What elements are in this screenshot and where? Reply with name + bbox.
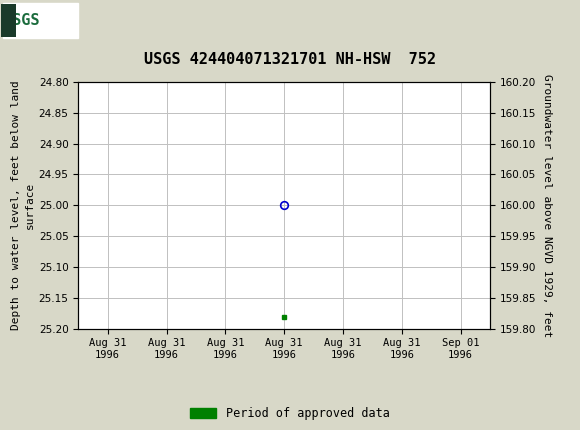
Y-axis label: Groundwater level above NGVD 1929, feet: Groundwater level above NGVD 1929, feet <box>542 74 552 337</box>
Text: USGS: USGS <box>3 13 39 28</box>
Text: USGS 424404071321701 NH-HSW  752: USGS 424404071321701 NH-HSW 752 <box>144 52 436 67</box>
FancyBboxPatch shape <box>3 3 78 37</box>
FancyBboxPatch shape <box>1 4 16 37</box>
Y-axis label: Depth to water level, feet below land
surface: Depth to water level, feet below land su… <box>12 80 35 330</box>
Legend: Period of approved data: Period of approved data <box>190 407 390 420</box>
